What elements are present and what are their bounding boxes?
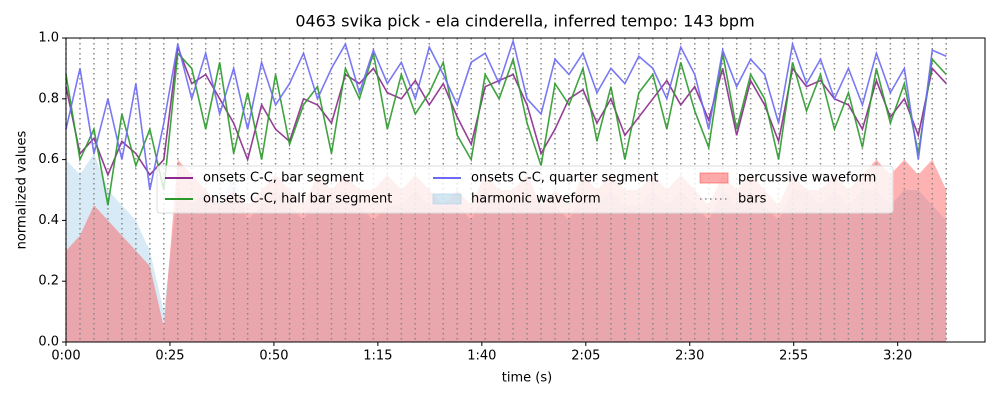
legend-label: percussive waveform (738, 171, 876, 186)
x-axis-label: time (s) (502, 371, 552, 386)
legend-label: harmonic waveform (471, 192, 601, 207)
legend-label: onsets C-C, quarter segment (471, 171, 658, 186)
series-line (65, 51, 947, 206)
x-tick-label: 2:30 (675, 349, 704, 364)
x-tick-label: 2:05 (571, 349, 600, 364)
legend-swatch (699, 172, 729, 184)
plot-frame (65, 37, 986, 343)
y-tick-label: 0.8 (38, 91, 59, 106)
x-tick-label: 2:55 (779, 349, 808, 364)
x-tick-label: 1:15 (363, 349, 392, 364)
x-tick-label: 0:50 (259, 349, 288, 364)
legend-label: onsets C-C, bar segment (203, 171, 364, 186)
legend: onsets C-C, bar segment onsets C-C, half … (156, 165, 894, 214)
x-tick-label: 0:25 (155, 349, 184, 364)
x-tick-label: 1:40 (467, 349, 496, 364)
legend-label: bars (738, 192, 767, 207)
x-tick-label: 0:00 (51, 349, 80, 364)
y-tick-label: 0.0 (38, 335, 59, 350)
chart-title: 0463 svika pick - ela cinderella, inferr… (295, 12, 754, 31)
y-tick-label: 0.4 (38, 213, 59, 228)
y-axis-label: normalized values (15, 130, 30, 249)
legend-swatch (432, 193, 462, 205)
y-tick-label: 1.0 (38, 31, 59, 46)
y-tick-label: 0.2 (38, 274, 59, 289)
y-tick-label: 0.6 (38, 152, 59, 167)
legend-label: onsets C-C, half bar segment (203, 192, 392, 207)
series-line (65, 38, 947, 191)
x-tick-label: 3:20 (883, 349, 912, 364)
